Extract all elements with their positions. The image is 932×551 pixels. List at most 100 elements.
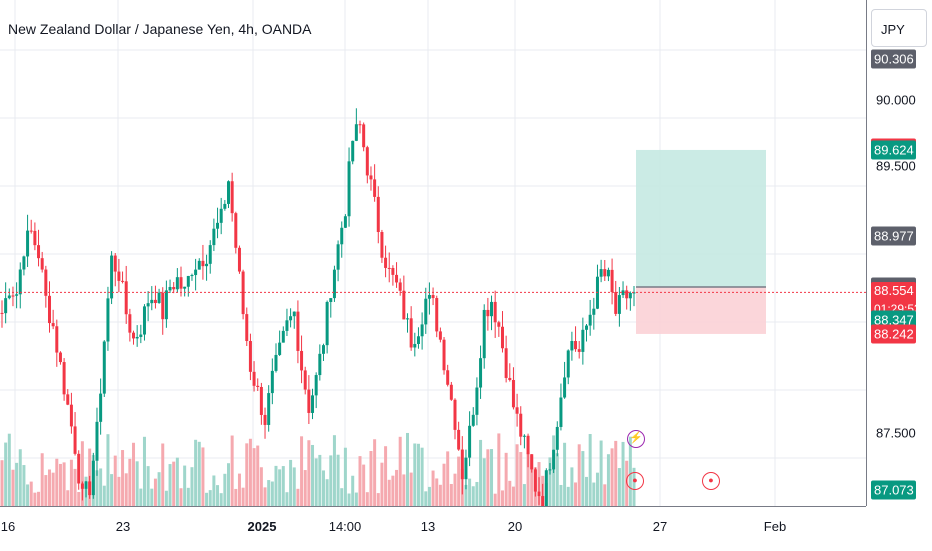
volume-bar [99, 468, 103, 506]
candle-body [267, 393, 271, 425]
volume-bar [248, 438, 252, 506]
earnings-event-icon[interactable]: ● [626, 472, 644, 490]
candle-body [161, 292, 165, 320]
volume-bar [548, 457, 552, 506]
volume-bar [124, 473, 128, 506]
candle-body [278, 342, 282, 355]
candle-body [522, 435, 526, 437]
volume-bar [241, 487, 245, 506]
candle-body [606, 269, 610, 277]
candle-body [347, 161, 351, 217]
volume-bar [113, 455, 117, 506]
candle-body [464, 457, 468, 480]
candle-body [132, 332, 136, 339]
chart-area[interactable]: New Zealand Dollar / Japanese Yen, 4h, O… [0, 0, 866, 506]
candle-body [0, 312, 4, 314]
volume-bar [570, 467, 574, 506]
volume-bar [183, 465, 187, 506]
lightning-event-icon[interactable]: ⚡ [627, 430, 645, 448]
candle-body [190, 275, 194, 277]
volume-bar [15, 462, 19, 506]
volume-bar [617, 468, 621, 506]
volume-bar [530, 455, 534, 506]
volume-bar [37, 491, 41, 506]
volume-bar [581, 451, 585, 506]
volume-bar [606, 454, 610, 506]
volume-bar [267, 480, 271, 506]
candle-body [303, 370, 307, 390]
candle-body [212, 228, 216, 246]
volume-bar [7, 433, 11, 506]
volume-bar [307, 440, 311, 506]
candle-body [343, 216, 347, 228]
candle-body [300, 350, 304, 371]
volume-bar [33, 492, 37, 506]
volume-bar [47, 469, 51, 506]
volume-bar [51, 472, 55, 506]
volume-bar [281, 466, 285, 506]
volume-bar [285, 492, 289, 506]
candle-body [44, 269, 48, 296]
volume-bar [526, 452, 530, 506]
candle-body [325, 301, 329, 346]
candle-body [150, 299, 154, 304]
volume-bar [226, 463, 230, 506]
volume-bar [343, 447, 347, 506]
volume-bar [321, 470, 325, 506]
dividend-glyph: ● [708, 475, 714, 485]
candle-body [11, 295, 15, 297]
candle-body [263, 414, 267, 425]
volume-bar [340, 488, 344, 506]
volume-bar [186, 487, 190, 506]
lightning-glyph: ⚡ [629, 432, 643, 444]
candle-body [519, 413, 523, 437]
volume-bar [157, 472, 161, 506]
price-scale[interactable] [866, 0, 932, 506]
candle-body [237, 247, 241, 272]
candle-body [270, 370, 274, 394]
candle-body [391, 268, 395, 275]
time-scale[interactable] [0, 506, 866, 551]
candle-body [336, 244, 340, 270]
candle-body [102, 341, 106, 394]
candle-body [351, 140, 355, 162]
candle-body [318, 353, 322, 376]
volume-bar [493, 493, 497, 506]
candle-body [500, 326, 504, 349]
volume-bar [628, 436, 632, 506]
target-tag: 89.624 [871, 140, 916, 160]
dividend-event-icon[interactable]: ● [702, 472, 720, 490]
volume-bar [446, 451, 450, 506]
candle-body [226, 181, 230, 204]
currency-button[interactable]: JPY [871, 9, 927, 47]
candle-body [208, 245, 212, 264]
candle-body [314, 375, 318, 396]
candle-body [164, 290, 168, 320]
volume-bar [424, 491, 428, 506]
candle-body [146, 303, 150, 307]
volume-bar [409, 472, 413, 506]
volume-bar [471, 486, 475, 506]
candle-body [493, 301, 497, 323]
price-chart[interactable] [0, 0, 866, 506]
volume-bar [311, 444, 315, 506]
volume-bar [201, 447, 205, 506]
volume-bar [442, 463, 446, 506]
volume-bar [479, 439, 483, 506]
candle-body [157, 292, 161, 304]
volume-bar [106, 434, 110, 506]
volume-bar [146, 466, 150, 506]
volume-bar [263, 487, 267, 506]
volume-bar [332, 435, 336, 506]
candle-body [84, 481, 88, 489]
candle-body [4, 298, 8, 314]
candle-body [479, 358, 483, 388]
volume-bar [449, 483, 453, 506]
low-price-tag-value: 87.073 [874, 482, 914, 498]
volume-bar [132, 442, 136, 506]
candle-body [398, 282, 402, 291]
volume-bar [376, 493, 380, 506]
candle-body [585, 325, 589, 330]
volume-bar [219, 493, 223, 506]
volume-bar [172, 461, 176, 506]
